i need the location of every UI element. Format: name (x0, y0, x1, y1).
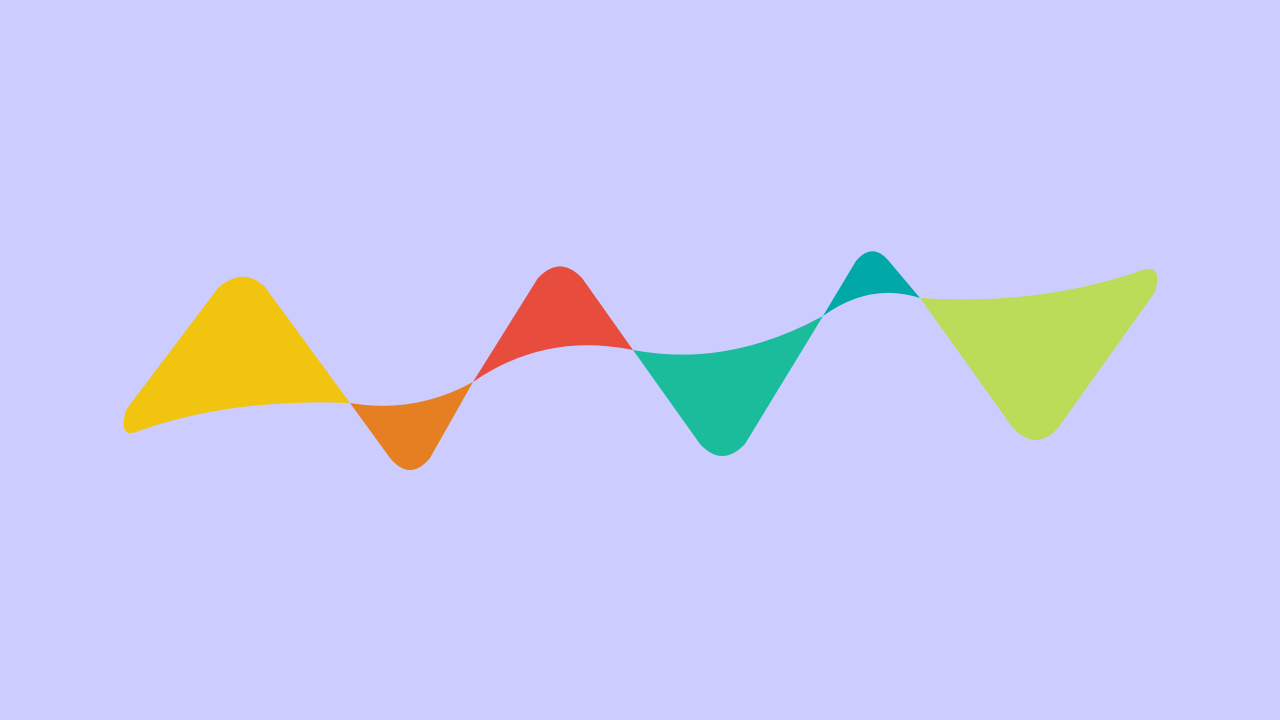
orange-ribbon-segment (350, 382, 473, 470)
lime-ribbon-segment (920, 268, 1158, 440)
red-ribbon-segment (473, 266, 633, 382)
green-ribbon-segment (633, 316, 823, 456)
teal-ribbon-segment (823, 251, 920, 316)
yellow-ribbon-segment (123, 276, 351, 434)
